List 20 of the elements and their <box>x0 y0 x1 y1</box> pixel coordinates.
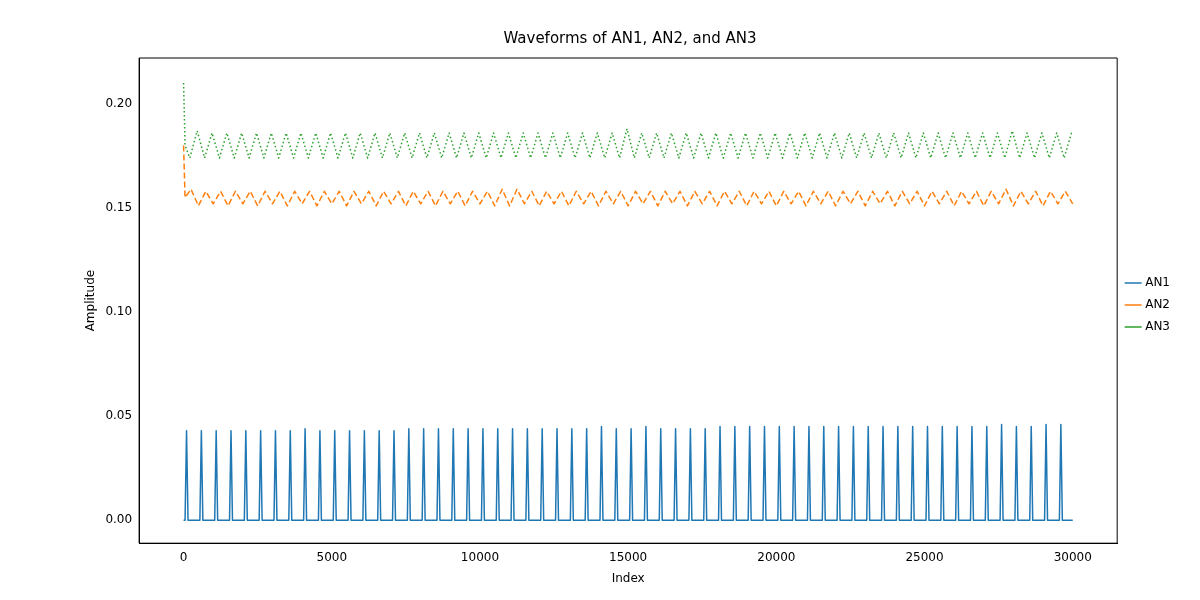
y-axis-title: Amplitude <box>83 269 98 332</box>
chart-title: Waveforms of AN1, AN2, and AN3 <box>503 28 757 47</box>
x-tick-label: 30000 <box>1053 549 1092 564</box>
legend-label: AN3 <box>1145 319 1171 334</box>
legend-label: AN1 <box>1145 275 1171 290</box>
x-tick-label: 25000 <box>905 549 944 564</box>
x-tick-label: 0 <box>179 549 188 564</box>
y-tick-label: 0.20 <box>105 95 133 110</box>
x-tick-label: 20000 <box>757 549 796 564</box>
line-series <box>182 82 1074 159</box>
y-tick-label: 0.10 <box>105 304 133 319</box>
x-tick-label: 10000 <box>460 549 500 564</box>
y-tick-label: 0.15 <box>105 200 133 215</box>
legend-label: AN2 <box>1145 297 1171 312</box>
y-tick-label: 0.05 <box>105 408 133 423</box>
line-series <box>182 144 1074 207</box>
x-tick-label: 15000 <box>609 549 648 564</box>
x-tick-label: 5000 <box>316 549 348 564</box>
y-tick-label: 0.00 <box>105 512 133 527</box>
x-axis-title: Index <box>611 570 645 585</box>
